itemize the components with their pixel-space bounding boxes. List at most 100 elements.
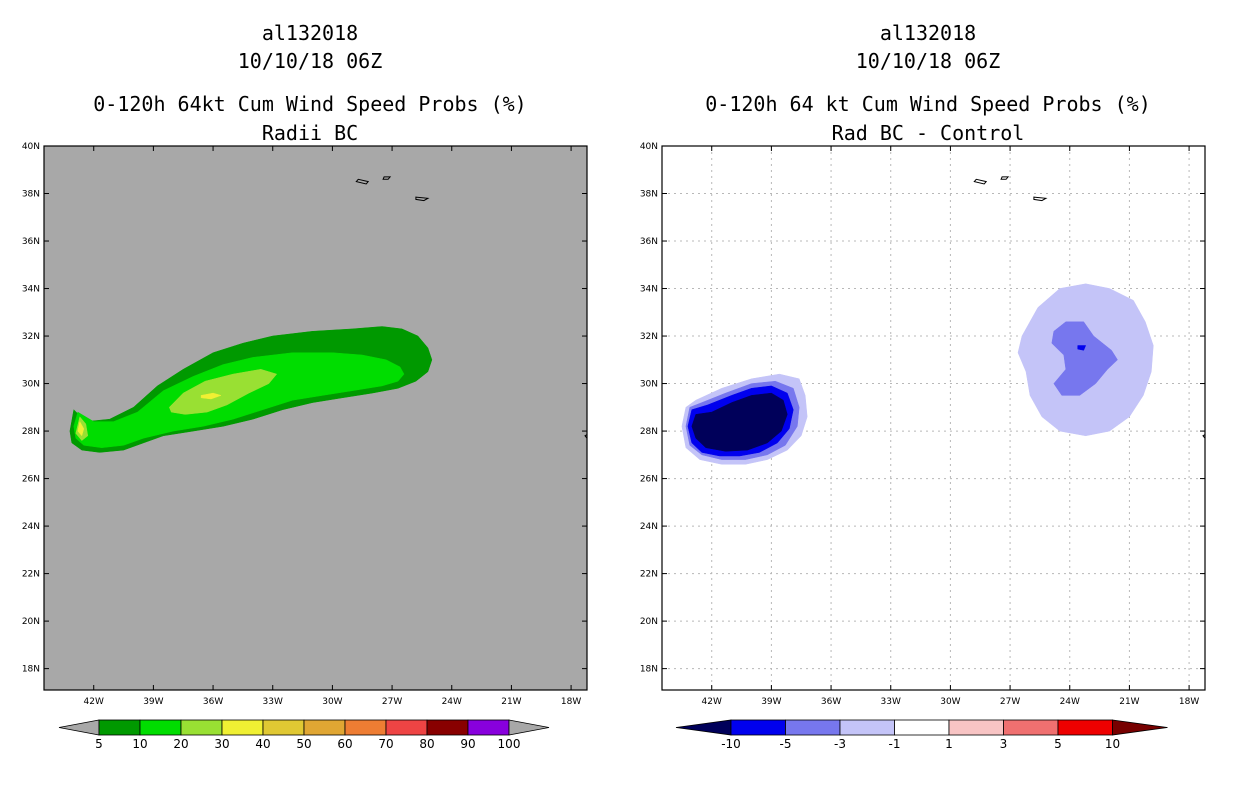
colorbar-swatch (303, 719, 346, 736)
x-tick-label: 21W (501, 697, 521, 707)
y-tick-label: 28N (640, 427, 658, 437)
y-tick-label: 40N (640, 142, 658, 152)
coastline-island (595, 417, 601, 427)
y-tick-label: 34N (22, 285, 40, 295)
coastline-island (1033, 196, 1048, 202)
contour-10 (73, 352, 405, 448)
left-title-date: 10/10/18 06Z (237, 49, 383, 73)
colorbar-label: 70 (378, 737, 393, 751)
colorbar-label: 1 (945, 737, 953, 751)
coastline-island (1213, 417, 1219, 427)
x-tick-label: 24W (1060, 697, 1080, 707)
colorbar-label: -10 (721, 737, 741, 751)
y-tick-label: 24N (640, 522, 658, 532)
y-tick-label: 30N (640, 380, 658, 390)
y-tick-label: 34N (640, 285, 658, 295)
coastline-island (355, 178, 370, 185)
colorbar-swatch (385, 719, 428, 736)
contour-30 (77, 421, 85, 437)
colorbar-swatch (180, 719, 223, 736)
colorbar-swatch (344, 719, 387, 736)
contour-30 (200, 392, 222, 400)
x-tick-label: 18W (561, 697, 581, 707)
colorbar-label: -5 (780, 737, 792, 751)
right-title-subtitle: Rad BC - Control (831, 121, 1025, 145)
left-map-frame (43, 145, 588, 691)
y-tick-label: 18N (640, 665, 658, 675)
colorbar-label: -1 (889, 737, 901, 751)
y-tick-label: 28N (22, 427, 40, 437)
x-tick-label: 33W (881, 697, 901, 707)
y-tick-label: 38N (22, 190, 40, 200)
colorbar-label: 5 (1054, 737, 1062, 751)
left-colorbar: 5 10 20 30 40 50 60 70 80 90 100 (58, 719, 550, 751)
colorbar-label: 90 (460, 737, 475, 751)
coastline-island (590, 317, 593, 319)
y-tick-label: 22N (640, 570, 658, 580)
y-tick-label: 26N (22, 475, 40, 485)
colorbar-swatch (894, 719, 950, 736)
y-tick-label: 20N (22, 617, 40, 627)
x-tick-label: 18W (1179, 697, 1199, 707)
coastline-island (1000, 176, 1010, 180)
coastline-island (415, 196, 430, 202)
colorbar-swatch (98, 719, 141, 736)
right-title-storm: al132018 (879, 21, 977, 45)
colorbar-swatch (839, 719, 895, 736)
colorbar-low-arrow (675, 719, 732, 736)
colorbar-label: 40 (255, 737, 270, 751)
colorbar-label: 30 (214, 737, 229, 751)
colorbar-label: 10 (1105, 737, 1120, 751)
x-tick-label: 30W (940, 697, 960, 707)
colorbar-swatch (221, 719, 264, 736)
y-tick-label: 32N (640, 332, 658, 342)
contour--10 (691, 392, 788, 452)
colorbar-swatch (1057, 719, 1113, 736)
x-tick-label: 27W (382, 697, 402, 707)
x-tick-label: 21W (1119, 697, 1139, 707)
x-tick-label: 39W (761, 697, 781, 707)
left-title-product: 0-120h 64kt Cum Wind Speed Probs (%) (93, 92, 527, 116)
x-tick-label: 30W (322, 697, 342, 707)
right-colorbar: -10 -5 -3 -1 1 3 5 10 (675, 719, 1168, 751)
colorbar-label: 100 (498, 737, 521, 751)
coastline-island (584, 434, 587, 439)
y-tick-label: 36N (22, 237, 40, 247)
left-map-content (69, 176, 601, 690)
coastline-island (973, 178, 988, 185)
y-tick-label: 38N (640, 190, 658, 200)
colorbar-swatch (139, 719, 182, 736)
x-tick-label: 36W (203, 697, 223, 707)
colorbar-label: 60 (337, 737, 352, 751)
left-map-panel: 42W 39W 36W 33W 30W 27W 24W 21W 18W 40N 38N 36N 34N 3… (22, 142, 601, 751)
y-tick-label: 40N (22, 142, 40, 152)
colorbar-low-arrow (58, 719, 100, 736)
colorbar-swatch (785, 719, 841, 736)
colorbar-label: -3 (834, 737, 846, 751)
colorbar-high-arrow (508, 719, 550, 736)
colorbar-label: 3 (1000, 737, 1008, 751)
right-map-frame (661, 145, 1206, 691)
left-title-subtitle: Radii BC (261, 121, 359, 145)
y-tick-label: 30N (22, 380, 40, 390)
x-tick-label: 24W (442, 697, 462, 707)
colorbar-label: 20 (173, 737, 188, 751)
y-tick-label: 18N (22, 665, 40, 675)
colorbar-swatch (730, 719, 786, 736)
colorbar-swatch (426, 719, 469, 736)
x-tick-label: 27W (1000, 697, 1020, 707)
y-tick-label: 26N (640, 475, 658, 485)
y-tick-label: 22N (22, 570, 40, 580)
right-map-content (662, 146, 1219, 690)
left-title-storm: al132018 (261, 21, 359, 45)
y-tick-label: 20N (640, 617, 658, 627)
coastline-island (1202, 434, 1205, 439)
right-title-date: 10/10/18 06Z (855, 49, 1001, 73)
colorbar-label: 80 (419, 737, 434, 751)
colorbar-high-arrow (1112, 719, 1168, 736)
right-title-product: 0-120h 64 kt Cum Wind Speed Probs (%) (705, 92, 1151, 116)
y-tick-label: 24N (22, 522, 40, 532)
contour--3 (1051, 321, 1118, 396)
x-tick-label: 42W (702, 697, 722, 707)
